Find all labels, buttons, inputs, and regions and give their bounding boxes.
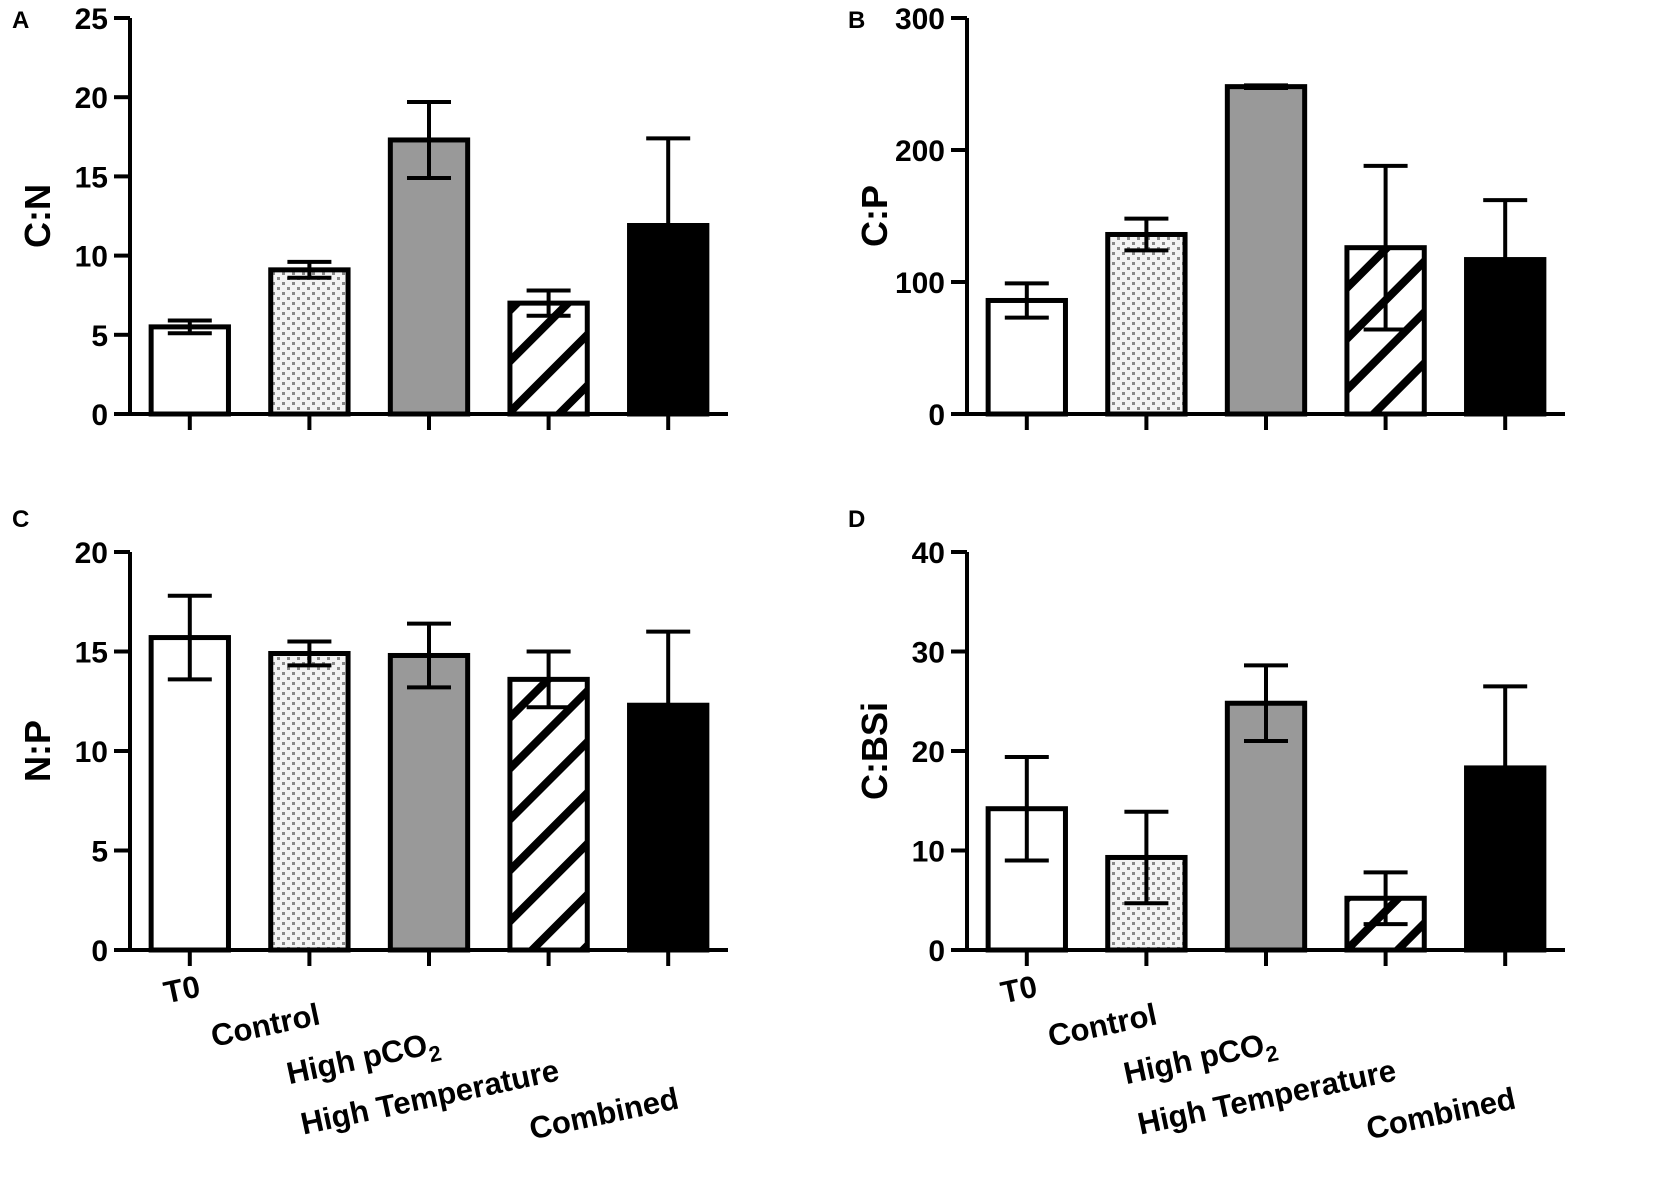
panel-a: A C:N 0 5 10 15 20 25 (12, 3, 728, 432)
y-tick-label: 200 (895, 135, 945, 168)
x-tick-label: Combined (526, 1081, 682, 1147)
bar-control (1105, 231, 1188, 417)
panel-label: D (848, 506, 865, 533)
panel-b: B C:P 0 100 200 300 (848, 3, 1565, 432)
y-axis-label: C:N (17, 184, 58, 248)
y-tick-label: 25 (75, 3, 108, 36)
panel-label: B (848, 7, 865, 34)
y-axis-label: N:P (17, 720, 58, 782)
y-tick-label: 0 (928, 399, 945, 432)
bar-t0 (148, 324, 231, 417)
y-tick-label: 0 (91, 399, 108, 432)
bar-high-temperature (507, 300, 590, 417)
bar-high-pco2 (387, 652, 471, 953)
y-tick-label: 40 (912, 537, 945, 570)
x-tick-label: Control (208, 997, 323, 1054)
bar-control (268, 650, 351, 953)
x-tick-label: Combined (1363, 1081, 1519, 1147)
bar-high-pco2 (387, 137, 471, 417)
x-tick-label: T0 (998, 969, 1041, 1011)
panel-label: A (12, 7, 29, 34)
y-tick-label: 100 (895, 267, 945, 300)
y-tick-label: 20 (75, 82, 108, 115)
y-tick-label: 10 (75, 736, 108, 769)
y-tick-label: 0 (91, 935, 108, 968)
x-tick-label: T0 (161, 969, 204, 1011)
x-tick-label: Control (1045, 997, 1160, 1054)
y-tick-label: 0 (928, 935, 945, 968)
y-tick-label: 300 (895, 3, 945, 36)
y-tick-label: 15 (75, 637, 108, 670)
y-axis-label: C:P (854, 185, 895, 247)
bar-high-pco2 (1224, 84, 1308, 417)
y-tick-label: 30 (912, 637, 945, 670)
y-axis-label: C:BSi (854, 702, 895, 800)
bar-t0 (148, 635, 231, 953)
bar-high-temperature (507, 676, 590, 953)
y-tick-label: 10 (912, 836, 945, 869)
y-tick-label: 20 (75, 537, 108, 570)
panel-label: C (12, 506, 29, 533)
bar-control (268, 267, 351, 417)
y-tick-label: 15 (75, 161, 108, 194)
y-tick-label: 5 (91, 320, 108, 353)
y-tick-label: 10 (75, 241, 108, 274)
y-tick-label: 5 (91, 836, 108, 869)
y-tick-label: 20 (912, 736, 945, 769)
